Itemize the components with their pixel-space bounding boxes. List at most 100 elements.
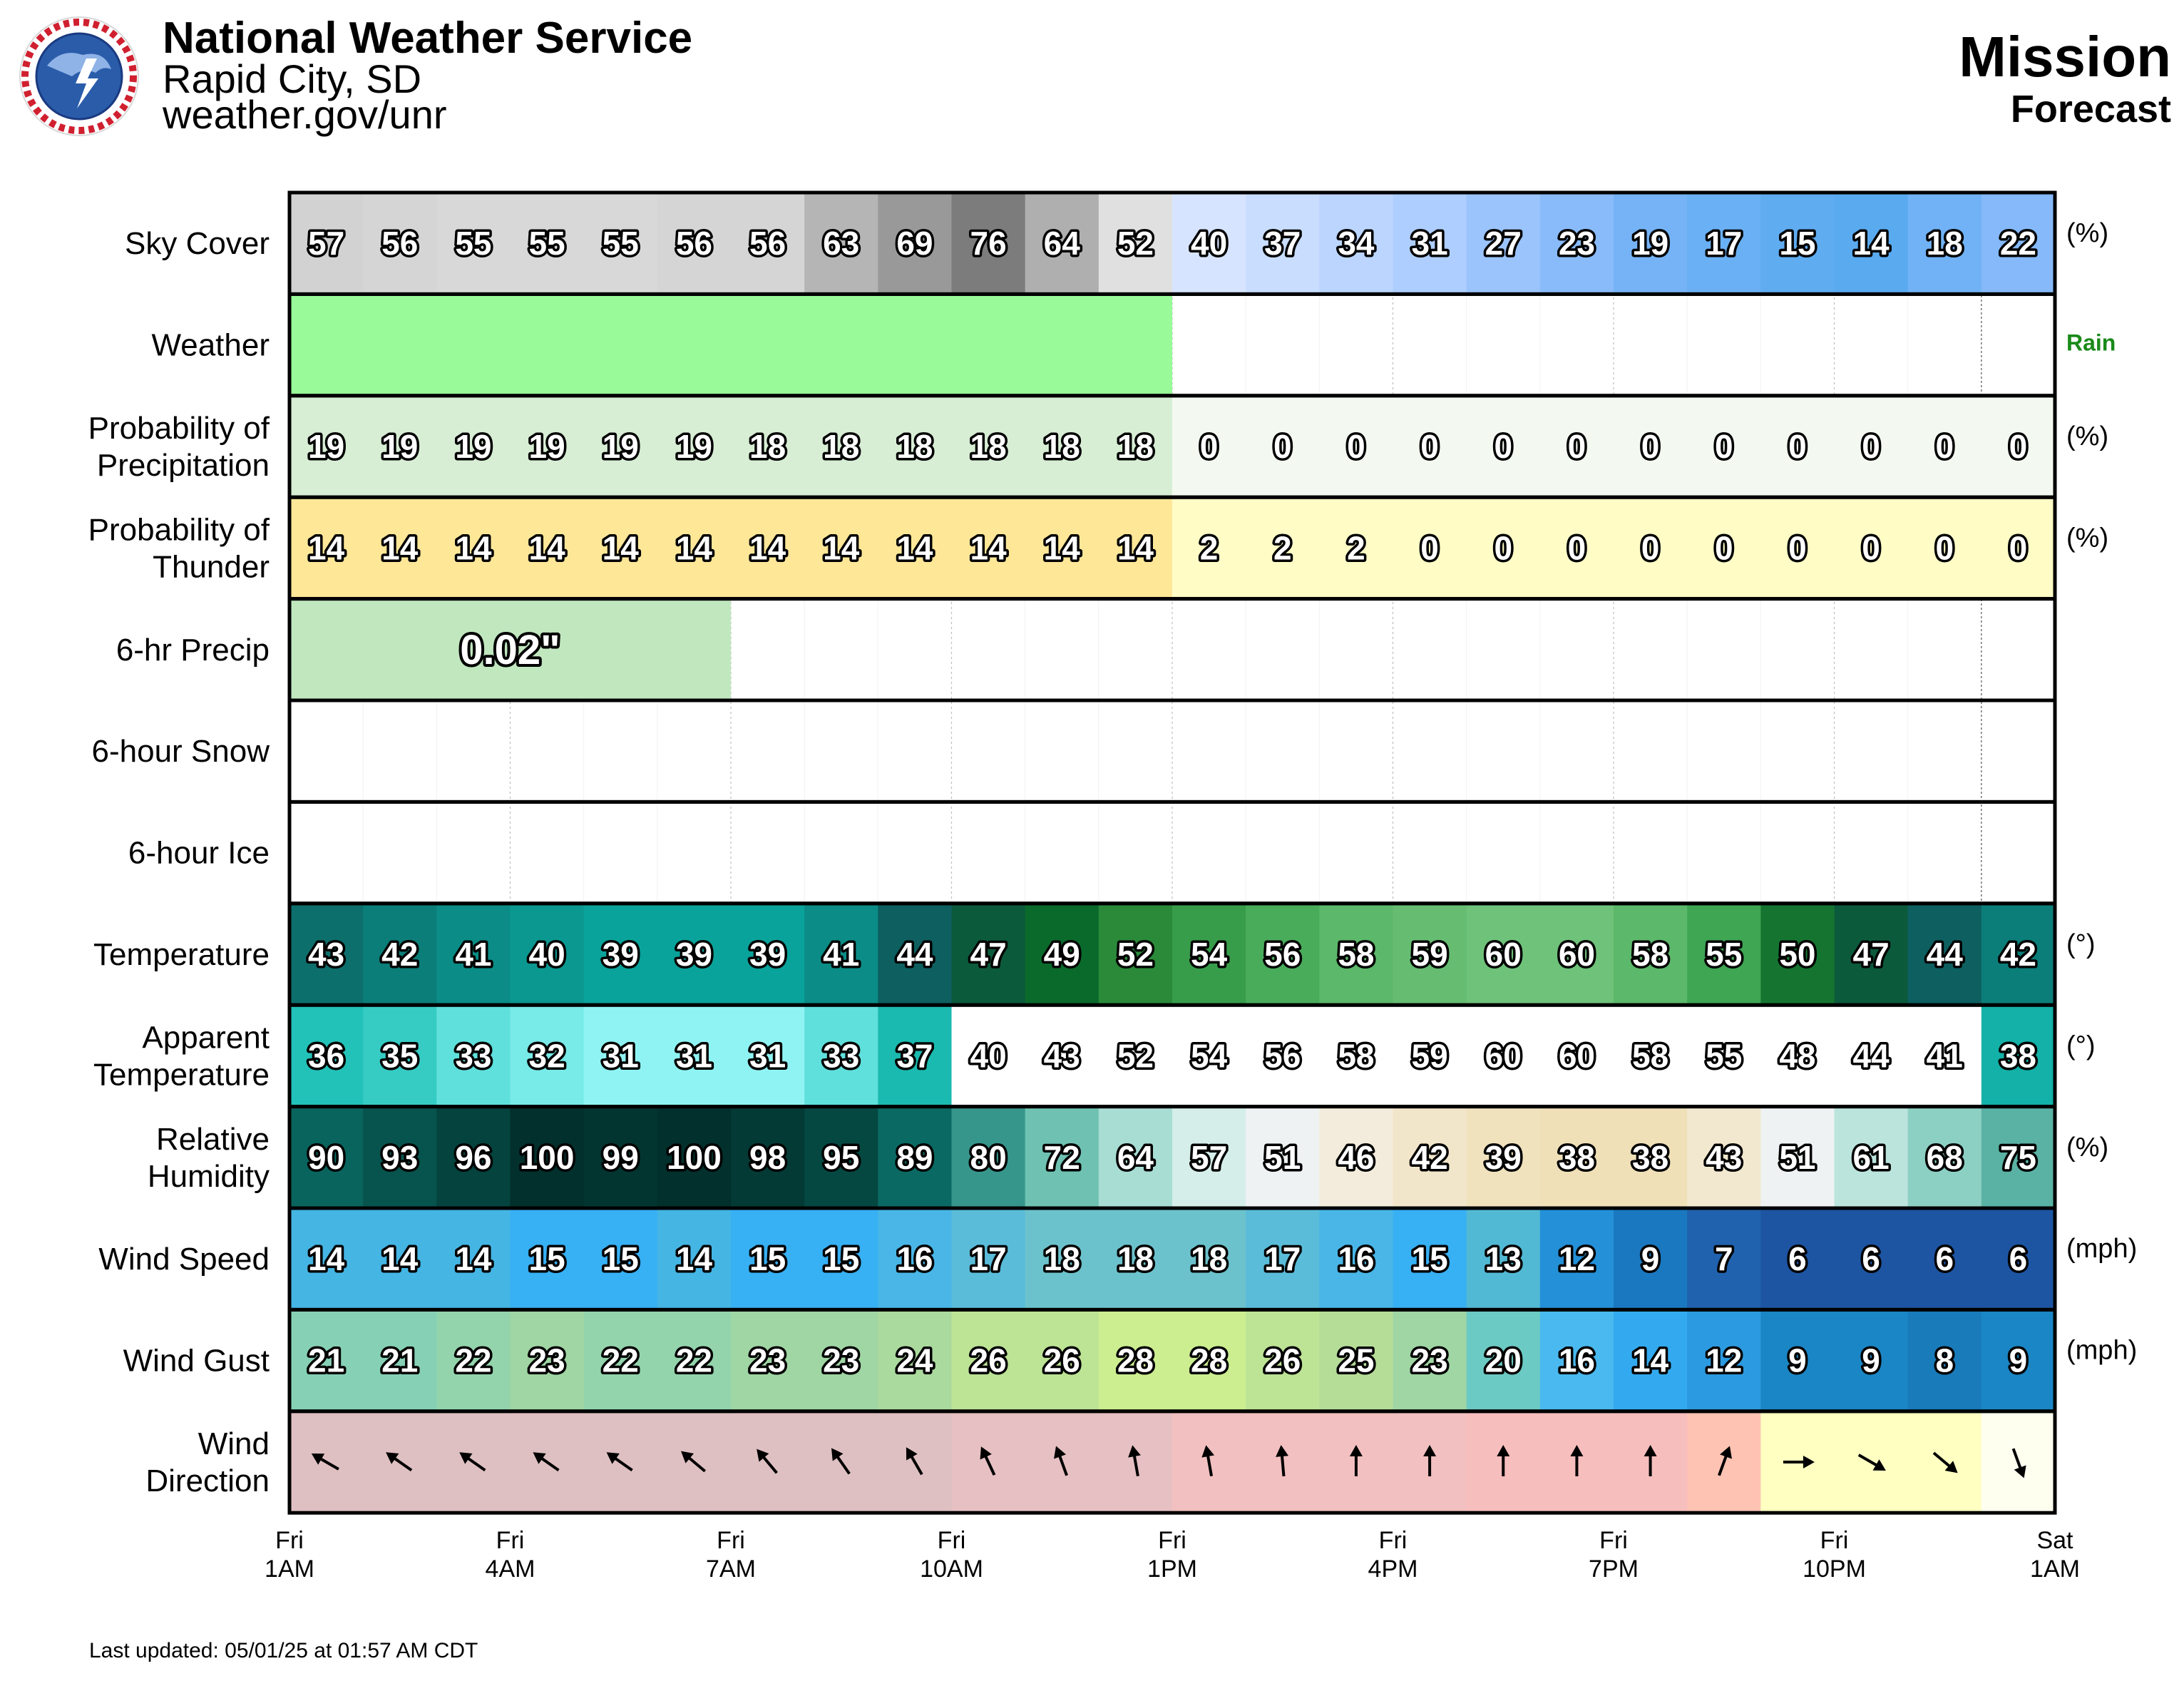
cell-value-rh: 42 xyxy=(1411,1139,1447,1176)
row-unit-wind: (mph) xyxy=(2066,1234,2137,1264)
cell-value-pop: 0 xyxy=(1420,428,1439,465)
cell-value-sky: 52 xyxy=(1117,225,1154,262)
cell-value-wind: 6 xyxy=(2009,1240,2028,1277)
row-label-line: Direction xyxy=(145,1463,270,1498)
cell-value-temp: 39 xyxy=(749,936,786,973)
cell-thunder xyxy=(1319,497,1394,599)
cell-value-temp: 44 xyxy=(1927,936,1964,973)
cell-pop xyxy=(583,395,658,498)
cell-sky xyxy=(1687,193,1761,295)
cell-sky xyxy=(951,193,1026,295)
cell-value-wind: 14 xyxy=(676,1240,713,1277)
cell-value-sky: 64 xyxy=(1044,225,1081,262)
cell-value-gust: 9 xyxy=(2009,1342,2028,1379)
cell-value-pop: 0 xyxy=(1494,428,1512,465)
wind-dir-arrow-icon xyxy=(1349,1445,1363,1476)
cell-temp xyxy=(1025,903,1099,1006)
wind-dir-arrow-icon xyxy=(757,1448,778,1474)
cell-value-wind: 14 xyxy=(381,1240,419,1277)
cell-sky xyxy=(1614,193,1688,295)
forecast-header: National Weather Service Rapid City, SD … xyxy=(0,0,2184,157)
cell-wind xyxy=(731,1208,805,1310)
cell-thunder xyxy=(1981,497,2056,599)
cell-sky xyxy=(1172,193,1246,295)
cell-value-thunder: 14 xyxy=(970,529,1007,566)
cell-sky xyxy=(731,193,805,295)
cell-wind xyxy=(1466,1208,1541,1310)
cell-value-wind: 14 xyxy=(308,1240,345,1277)
cell-wind xyxy=(1687,1208,1761,1310)
cell-apparent xyxy=(289,1005,364,1107)
cell-value-apparent: 31 xyxy=(603,1037,639,1074)
cell-apparent xyxy=(1834,1005,1909,1107)
row-label-weather: Weather xyxy=(152,328,270,363)
cell-rh xyxy=(1614,1106,1688,1208)
cell-wind xyxy=(1614,1208,1688,1310)
cell-value-apparent: 60 xyxy=(1485,1037,1522,1074)
cell-gust xyxy=(1981,1309,2056,1411)
cell-gust xyxy=(1393,1309,1467,1411)
cell-value-sky: 40 xyxy=(1191,225,1227,262)
cell-gust xyxy=(804,1309,878,1411)
cell-apparent xyxy=(1319,1005,1394,1107)
cell-value-thunder: 14 xyxy=(528,529,565,566)
arrow-head xyxy=(1803,1456,1815,1468)
arrow-head xyxy=(1276,1445,1289,1457)
cell-sky xyxy=(1466,193,1541,295)
wind-dir-arrow-icon xyxy=(681,1451,707,1473)
x-tick-day: Fri xyxy=(717,1527,745,1554)
cell-value-apparent: 52 xyxy=(1117,1037,1154,1074)
cell-value-gust: 22 xyxy=(455,1342,491,1379)
row-label-line: Temperature xyxy=(93,937,270,972)
cell-thunder xyxy=(1834,497,1909,599)
cell-temp xyxy=(510,903,585,1006)
cell-apparent xyxy=(583,1005,658,1107)
cell-value-thunder: 0 xyxy=(1568,529,1586,566)
cell-value-thunder: 2 xyxy=(1200,529,1219,566)
wind-dir-arrow-icon xyxy=(1857,1453,1886,1471)
cell-pop xyxy=(1760,395,1835,498)
row-label-line: 6-hour Ice xyxy=(128,836,270,871)
cell-value-wind: 7 xyxy=(1715,1240,1733,1277)
cell-value-pop: 0 xyxy=(1641,428,1660,465)
cell-value-rh: 89 xyxy=(896,1139,933,1176)
cell-value-sky: 31 xyxy=(1411,225,1447,262)
cell-value-thunder: 14 xyxy=(749,529,786,566)
cell-pop xyxy=(1907,395,1982,498)
row-label-line: Precipitation xyxy=(97,448,270,483)
cell-value-rh: 51 xyxy=(1779,1139,1815,1176)
cell-value-rh: 64 xyxy=(1117,1139,1154,1176)
cell-gust xyxy=(731,1309,805,1411)
cell-apparent xyxy=(878,1005,953,1107)
cell-value-apparent: 33 xyxy=(455,1037,491,1074)
cell-gust xyxy=(1907,1309,1982,1411)
cell-apparent xyxy=(1025,1005,1099,1107)
cell-sky xyxy=(1319,193,1394,295)
cell-value-wind: 6 xyxy=(1862,1240,1880,1277)
cell-value-rh: 61 xyxy=(1852,1139,1889,1176)
cell-rh xyxy=(1466,1106,1541,1208)
cell-value-rh: 99 xyxy=(603,1139,639,1176)
cell-thunder xyxy=(510,497,585,599)
cell-temp xyxy=(363,903,437,1006)
cell-value-wind: 6 xyxy=(1788,1240,1807,1277)
cell-value-temp: 60 xyxy=(1485,936,1522,973)
row-label-line: Weather xyxy=(152,328,270,363)
cell-value-temp: 39 xyxy=(676,936,712,973)
cell-temp xyxy=(804,903,878,1006)
cell-value-apparent: 44 xyxy=(1852,1037,1890,1074)
cell-value-sky: 55 xyxy=(528,225,565,262)
cell-value-sky: 57 xyxy=(308,225,344,262)
cell-wind xyxy=(1025,1208,1099,1310)
cell-value-wind: 6 xyxy=(1935,1240,1954,1277)
cell-value-rh: 100 xyxy=(667,1139,722,1176)
cell-value-gust: 16 xyxy=(1559,1342,1595,1379)
cell-pop xyxy=(731,395,805,498)
x-tick-time: 10PM xyxy=(1803,1555,1866,1583)
cell-pop xyxy=(363,395,437,498)
cell-temp xyxy=(289,903,364,1006)
cell-value-rh: 90 xyxy=(308,1139,344,1176)
cell-rh xyxy=(289,1106,364,1208)
cell-value-thunder: 14 xyxy=(1117,529,1154,566)
